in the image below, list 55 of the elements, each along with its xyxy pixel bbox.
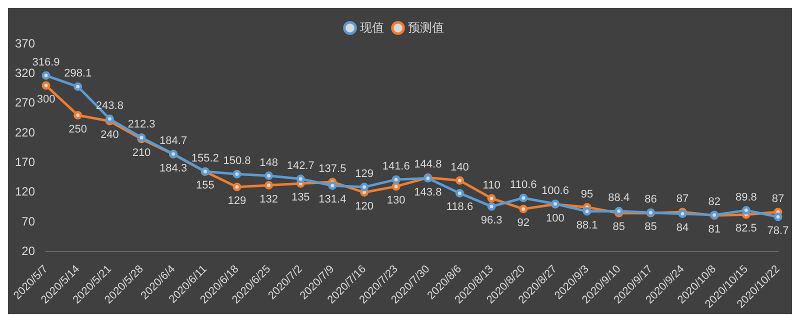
y-tick-label: 220 xyxy=(14,125,36,140)
data-label: 85 xyxy=(644,221,657,234)
data-label: 110.6 xyxy=(510,178,537,191)
data-label: 86 xyxy=(644,194,657,206)
data-label: 184.7 xyxy=(160,135,188,148)
data-label: 89.8 xyxy=(735,191,757,204)
data-label: 92 xyxy=(517,217,530,230)
data-label: 298.1 xyxy=(64,68,92,80)
data-label: 141.6 xyxy=(382,160,410,173)
data-label: 87 xyxy=(676,193,689,205)
data-label: 300 xyxy=(36,94,56,106)
y-tick-label: 70 xyxy=(22,214,36,228)
legend-label: 预测值 xyxy=(408,20,444,34)
data-label: 142.7 xyxy=(286,160,314,172)
y-tick-label: 270 xyxy=(14,96,36,110)
data-label: 137.5 xyxy=(318,163,346,176)
legend-label: 现值 xyxy=(360,20,384,34)
data-label: 100.6 xyxy=(541,184,569,197)
data-label: 88.1 xyxy=(576,219,598,232)
data-label: 140 xyxy=(450,162,469,174)
y-tick-label: 120 xyxy=(14,184,36,199)
y-tick-label: 170 xyxy=(14,155,36,170)
data-label: 143.8 xyxy=(414,186,442,198)
data-label: 131.4 xyxy=(318,194,346,206)
y-tick-label: 370 xyxy=(14,36,36,50)
data-label: 96.3 xyxy=(480,214,502,226)
data-label: 120 xyxy=(355,200,374,212)
y-tick-label: 20 xyxy=(22,244,36,258)
data-label: 212.3 xyxy=(128,118,156,131)
data-label: 240 xyxy=(100,129,119,142)
data-label: 250 xyxy=(68,123,88,136)
data-label: 78.7 xyxy=(767,224,789,237)
data-label: 82 xyxy=(708,196,720,208)
data-label: 210 xyxy=(132,146,151,159)
data-label: 84 xyxy=(676,222,689,234)
data-label: 130 xyxy=(386,194,406,206)
data-label: 155 xyxy=(196,180,214,192)
data-label: 129 xyxy=(228,195,246,208)
data-label: 95 xyxy=(580,188,594,200)
data-label: 85 xyxy=(612,221,625,234)
data-label: 87 xyxy=(772,193,784,205)
data-label: 82.5 xyxy=(735,222,757,235)
data-label: 118.6 xyxy=(446,201,474,214)
data-label: 184.3 xyxy=(160,162,188,174)
data-label: 150.8 xyxy=(223,155,251,168)
data-label: 100 xyxy=(546,212,564,224)
data-label: 148 xyxy=(260,156,278,169)
data-label: 88.4 xyxy=(608,192,630,204)
data-label: 81 xyxy=(708,224,720,236)
data-label: 129 xyxy=(355,168,374,180)
data-label: 155.2 xyxy=(191,152,219,165)
data-label: 135 xyxy=(291,192,310,204)
data-label: 132 xyxy=(260,193,278,206)
data-label: 110 xyxy=(482,179,500,192)
data-label: 144.8 xyxy=(414,158,442,171)
